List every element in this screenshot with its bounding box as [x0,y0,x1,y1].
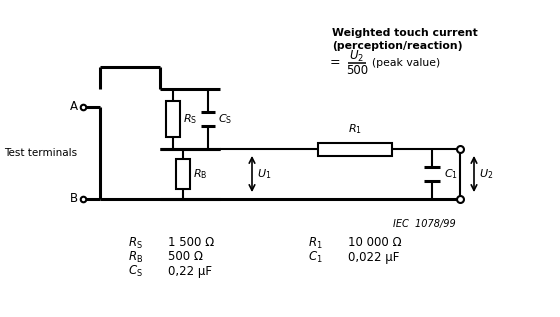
Text: $R_\mathrm{B}$: $R_\mathrm{B}$ [128,249,143,265]
Text: Weighted touch current: Weighted touch current [332,28,478,38]
Text: B: B [70,191,78,204]
Text: =: = [330,56,340,69]
Bar [318,143,392,156]
Text: $C_1$: $C_1$ [444,167,458,181]
Text: $C_\mathrm{S}$: $C_\mathrm{S}$ [218,112,232,126]
Text: 500 Ω: 500 Ω [168,250,203,263]
Text: 1 500 Ω: 1 500 Ω [168,236,214,249]
Text: $R_\mathrm{S}$: $R_\mathrm{S}$ [183,112,197,126]
Text: 10 000 Ω: 10 000 Ω [348,236,402,249]
Text: $U_2$: $U_2$ [349,49,365,63]
Text: $C_1$: $C_1$ [308,249,323,265]
Text: $U_1$: $U_1$ [257,167,272,181]
Text: IEC  1078/99: IEC 1078/99 [393,219,456,229]
Text: A: A [70,100,78,113]
Bar [166,101,180,137]
Text: 500: 500 [346,64,368,77]
Text: $R_\mathrm{S}$: $R_\mathrm{S}$ [128,236,143,250]
Text: Test terminals: Test terminals [4,148,77,158]
Text: 0,22 μF: 0,22 μF [168,264,212,277]
Text: $U_2$: $U_2$ [479,167,493,181]
Bar [176,159,190,189]
Text: 0,022 μF: 0,022 μF [348,250,399,263]
Text: $C_\mathrm{S}$: $C_\mathrm{S}$ [128,263,143,279]
Text: $R_1$: $R_1$ [308,236,323,250]
Text: $R_1$: $R_1$ [348,123,362,137]
Text: $R_\mathrm{B}$: $R_\mathrm{B}$ [193,167,207,181]
Text: (perception/reaction): (perception/reaction) [332,41,463,51]
Text: (peak value): (peak value) [372,58,440,68]
